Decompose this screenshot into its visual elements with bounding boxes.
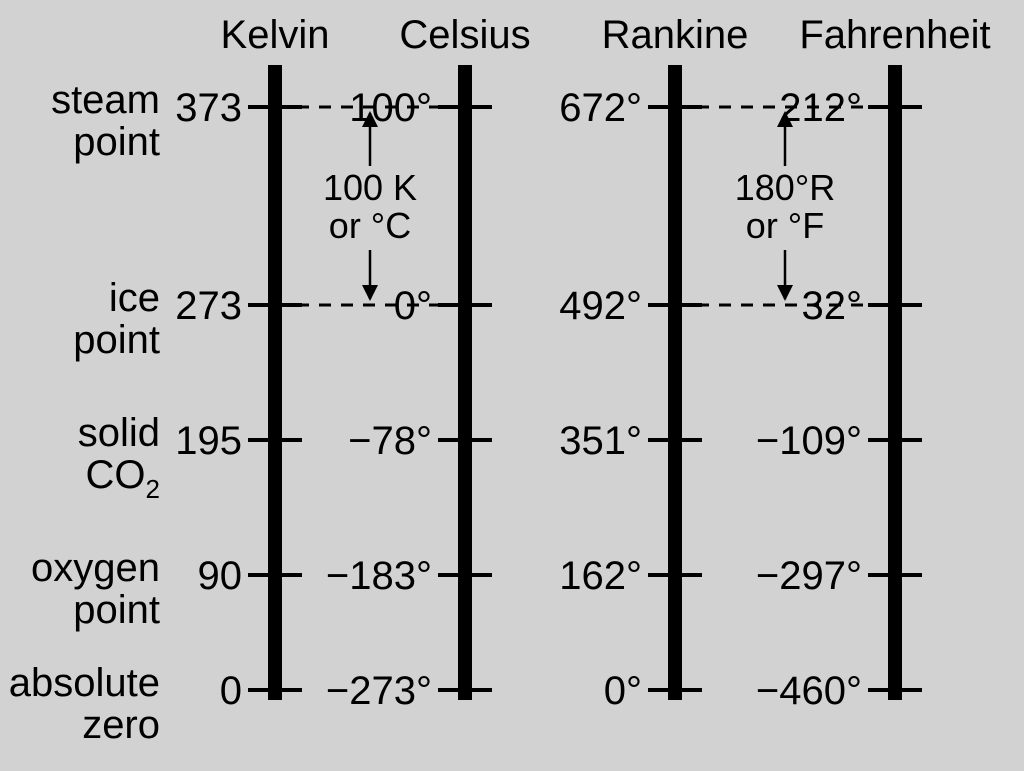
value-celsius-abs: −273°	[326, 669, 432, 713]
arrowhead-icon	[777, 285, 793, 301]
value-kelvin-ice: 273	[175, 284, 242, 328]
value-celsius-solid: −78°	[348, 419, 432, 463]
scale-header-celsius: Celsius	[399, 13, 530, 57]
row-label-steam: steam	[51, 78, 160, 122]
row-label2-oxygen: point	[73, 588, 160, 632]
value-fahrenheit-steam: 212°	[779, 86, 862, 130]
arrowhead-icon	[362, 285, 378, 301]
value-rankine-oxygen: 162°	[559, 554, 642, 598]
value-fahrenheit-oxygen: −297°	[756, 554, 862, 598]
value-rankine-abs: 0°	[604, 669, 642, 713]
row-label-ice: ice	[109, 276, 160, 320]
value-fahrenheit-solid: −109°	[756, 419, 862, 463]
row-label2-ice: point	[73, 318, 160, 362]
row-label2-abs: zero	[82, 703, 160, 747]
value-celsius-ice: 0°	[394, 284, 432, 328]
value-rankine-solid: 351°	[559, 419, 642, 463]
scale-header-fahrenheit: Fahrenheit	[799, 13, 990, 57]
row-label-abs: absolute	[9, 661, 160, 705]
value-celsius-steam: 100°	[349, 86, 432, 130]
interval-label: 180°R	[735, 167, 835, 208]
row-label2-steam: point	[73, 120, 160, 164]
value-kelvin-steam: 373	[175, 86, 242, 130]
interval-label: 100 K	[323, 167, 417, 208]
value-rankine-steam: 672°	[559, 86, 642, 130]
value-kelvin-solid: 195	[175, 419, 242, 463]
interval-label: or °C	[329, 205, 411, 246]
value-fahrenheit-ice: 32°	[802, 284, 863, 328]
scale-header-kelvin: Kelvin	[221, 13, 330, 57]
row-label2-solid: CO2	[86, 453, 160, 504]
interval-label: or °F	[746, 205, 824, 246]
row-label-oxygen: oxygen	[31, 546, 160, 590]
value-fahrenheit-abs: −460°	[756, 669, 862, 713]
value-celsius-oxygen: −183°	[326, 554, 432, 598]
value-rankine-ice: 492°	[559, 284, 642, 328]
scale-header-rankine: Rankine	[602, 13, 749, 57]
value-kelvin-abs: 0	[220, 669, 242, 713]
row-label-solid: solid	[78, 411, 160, 455]
value-kelvin-oxygen: 90	[198, 554, 243, 598]
